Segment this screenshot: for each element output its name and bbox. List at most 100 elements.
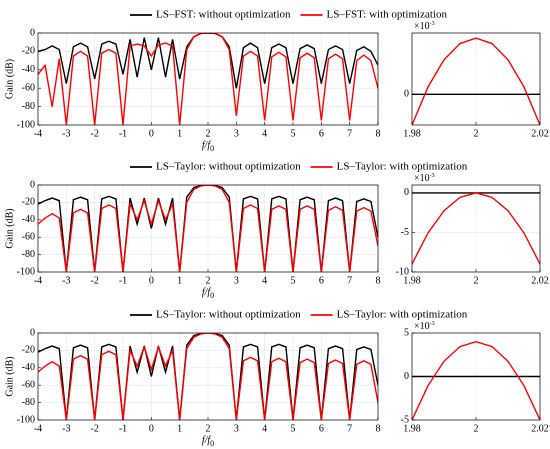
y-tick-label: -60 (22, 231, 35, 242)
y-multiplier-base: ×10 (414, 321, 430, 332)
x-tick-label: 2 (474, 423, 479, 434)
x-axis-label-sub: 0 (210, 439, 214, 448)
series-line (412, 192, 540, 265)
x-tick-label: -2 (90, 128, 98, 139)
x-tick-label: 2 (206, 275, 211, 286)
x-tick-label: 3 (234, 423, 239, 434)
x-tick-label: -4 (34, 275, 42, 286)
x-tick-label: 7 (347, 128, 352, 139)
plot-frame (37, 332, 379, 421)
y-tick-label: -40 (22, 362, 35, 373)
y-tick-label: -100 (17, 414, 35, 425)
series-line (38, 33, 378, 125)
x-tick-label: -4 (34, 128, 42, 139)
y-tick-label: -5 (401, 227, 409, 238)
plot-frame (411, 184, 541, 273)
y-axis-label: Gain (dB) (4, 208, 15, 248)
x-tick-label: 6 (319, 128, 324, 139)
x-tick-label: -1 (119, 275, 127, 286)
legend-label: LS–FST: without optimization (156, 9, 291, 21)
y-axis-label: Gain (dB) (4, 356, 15, 396)
plot-frame (37, 32, 379, 126)
x-tick-label: 2 (206, 423, 211, 434)
x-tick-label: 6 (319, 275, 324, 286)
y-tick-label: -10 (396, 266, 409, 277)
y-multiplier: ×10-3 (414, 173, 435, 184)
series-line (38, 33, 378, 89)
chart-panel: 1.98 2 2.02 -10 -5 0 ×10-3 (396, 173, 549, 286)
y-multiplier-exp: -3 (430, 21, 435, 27)
y-tick-label: -100 (17, 119, 35, 130)
y-tick-label: 5 (404, 327, 409, 338)
x-tick-label: 8 (376, 128, 381, 139)
y-multiplier-base: ×10 (414, 173, 430, 184)
legend-label: LS–Taylor: without optimization (156, 161, 301, 173)
x-tick-label: 0 (149, 423, 154, 434)
x-tick-label: 6 (319, 423, 324, 434)
x-tick-label: 2.02 (531, 423, 549, 434)
x-tick-label: 0 (149, 128, 154, 139)
plot-frame (37, 184, 379, 273)
legend-label: LS–Taylor: without optimization (156, 309, 301, 321)
series-line (412, 340, 540, 420)
x-tick-label: 1.98 (403, 423, 421, 434)
x-tick-label: -3 (62, 128, 70, 139)
x-tick-label: 4 (262, 128, 267, 139)
x-tick-label: 1 (177, 275, 182, 286)
y-tick-label: -80 (22, 249, 35, 260)
chart-panel: 1.98 2 2.02 -5 0 5 ×10-3 (401, 321, 549, 434)
y-tick-label: 0 (404, 89, 409, 100)
x-axis-label: f/f0 (202, 287, 214, 300)
x-axis-label: f/f0 (202, 435, 214, 448)
x-tick-label: 1 (177, 423, 182, 434)
series-line (412, 37, 540, 125)
y-tick-label: 0 (30, 27, 35, 38)
y-multiplier-exp: -3 (430, 173, 435, 179)
x-tick-label: -1 (119, 423, 127, 434)
y-tick-label: 0 (30, 179, 35, 190)
x-axis-label-main: f/f (202, 287, 212, 298)
x-tick-label: -2 (90, 423, 98, 434)
x-tick-label: 7 (347, 275, 352, 286)
y-tick-label: -60 (22, 379, 35, 390)
chart-panel: 1.98 2 2.02 0 ×10-3 (403, 21, 549, 139)
x-tick-label: 2 (474, 275, 479, 286)
x-tick-label: 8 (376, 275, 381, 286)
x-tick-label: 5 (291, 128, 296, 139)
x-tick-label: 2 (474, 128, 479, 139)
x-tick-label: 1.98 (403, 275, 421, 286)
x-tick-label: 7 (347, 423, 352, 434)
x-tick-label: 5 (291, 275, 296, 286)
legend-label: LS–Taylor: with optimization (337, 309, 468, 321)
x-tick-label: -1 (119, 128, 127, 139)
x-tick-label: 2.02 (531, 128, 549, 139)
y-tick-label: -40 (22, 64, 35, 75)
x-tick-label: 0 (149, 275, 154, 286)
legend-label: LS–FST: with optimization (327, 9, 448, 21)
y-tick-label: -40 (22, 214, 35, 225)
plot-frame (411, 32, 541, 126)
x-tick-label: 3 (234, 128, 239, 139)
y-axis-label: Gain (dB) (4, 59, 15, 99)
y-tick-label: 0 (30, 327, 35, 338)
y-tick-label: -80 (22, 397, 35, 408)
y-tick-label: -20 (22, 197, 35, 208)
y-multiplier-exp: -3 (430, 321, 435, 327)
y-tick-label: -60 (22, 82, 35, 93)
x-tick-label: -2 (90, 275, 98, 286)
y-tick-label: -100 (17, 266, 35, 277)
x-tick-label: 4 (262, 275, 267, 286)
x-tick-label: 1 (177, 128, 182, 139)
y-multiplier: ×10-3 (414, 21, 435, 32)
x-tick-label: 2 (206, 128, 211, 139)
x-tick-label: -3 (62, 423, 70, 434)
x-tick-label: 3 (234, 275, 239, 286)
x-tick-label: 1.98 (403, 128, 421, 139)
legend-label: LS–Taylor: with optimization (337, 161, 468, 173)
y-tick-label: 0 (404, 371, 409, 382)
x-axis-label: f/f0 (202, 140, 214, 153)
